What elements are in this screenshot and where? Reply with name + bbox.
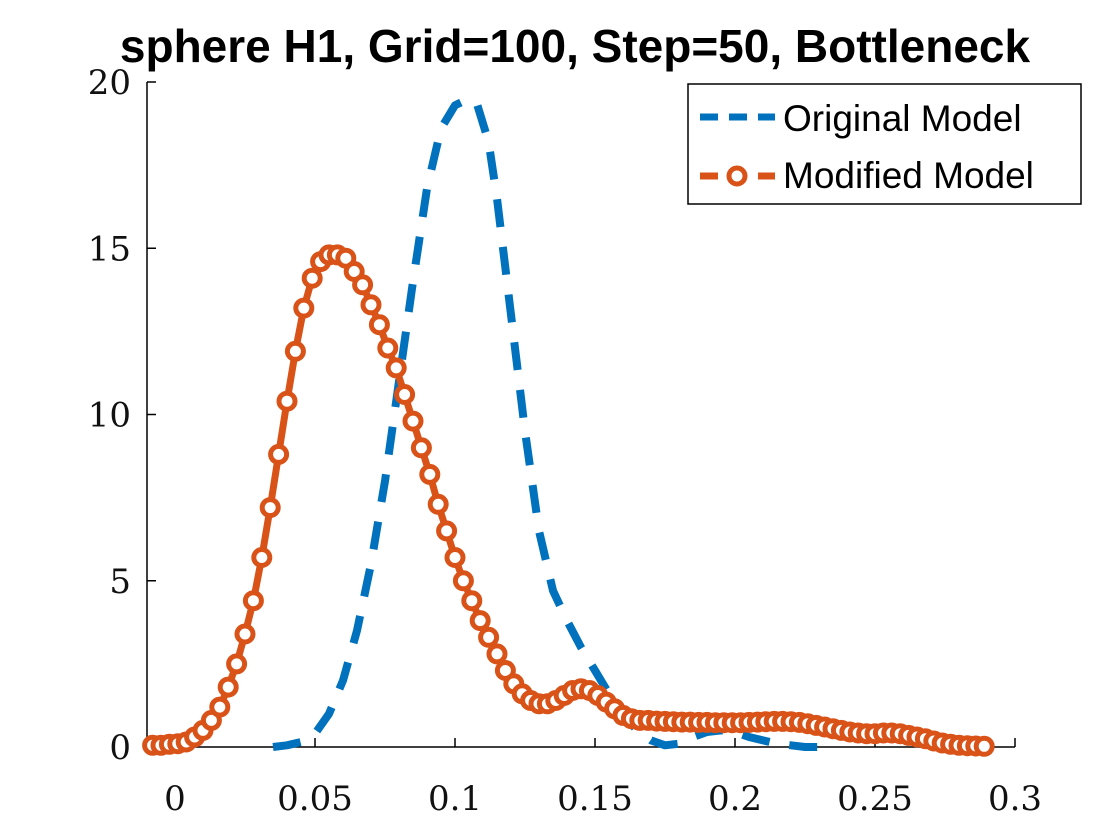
x-tick-label: 0.1 [428, 779, 482, 819]
series-modified-model-point [268, 443, 290, 465]
series-modified-model-point [360, 294, 382, 316]
series-modified-model-point [368, 314, 390, 336]
series-original-model-line [272, 94, 819, 751]
series-modified-model-point [461, 590, 483, 612]
series-modified-model-point [436, 520, 458, 542]
legend-label-original: Original Model [783, 98, 1022, 139]
y-tick-label: 5 [109, 562, 131, 602]
series-modified-model-point [259, 497, 281, 519]
y-tick-label: 10 [88, 396, 131, 436]
series-modified-model-point [973, 735, 995, 757]
x-tick-label: 0.2 [708, 779, 762, 819]
x-tick-label: 0 [164, 779, 186, 819]
series-modified-model-point [469, 610, 491, 632]
y-tick-label: 20 [88, 63, 131, 103]
series-modified-model-point [427, 493, 449, 515]
x-tick-label: 0.25 [837, 779, 913, 819]
series-modified-model-point [226, 653, 248, 675]
plot-area [142, 94, 995, 757]
series-modified-model-point [251, 547, 273, 568]
series-modified-model-point [276, 390, 298, 412]
series-modified-model-point [394, 384, 416, 405]
series-modified-model-point [293, 297, 315, 319]
series-modified-model-point [452, 570, 474, 592]
y-tick-label: 15 [88, 229, 131, 269]
legend: Original Model Modified Model [687, 83, 1082, 205]
series-modified-model-point [377, 337, 399, 359]
series-modified-model-point [478, 626, 500, 648]
x-tick-label: 0.05 [277, 779, 353, 819]
x-tick-label: 0.15 [557, 779, 633, 819]
series-modified-model-point [385, 357, 407, 379]
series-modified-model-point [234, 623, 256, 645]
series-modified-model-point [419, 463, 441, 485]
series-modified-model-point [217, 676, 239, 698]
series-modified-model-point [209, 696, 231, 718]
series-modified-model-point [301, 267, 323, 289]
legend-label-modified: Modified Model [783, 155, 1034, 196]
series-modified-model-point [486, 643, 508, 665]
x-tick-label: 0.3 [988, 779, 1042, 819]
series-modified-model-point [284, 340, 306, 362]
series-modified-model-point [352, 274, 374, 296]
axes: 0 5 10 15 20 0 0.05 0.1 0.15 0.2 0.25 0.3 [88, 63, 1042, 819]
legend-marker-modified [726, 165, 748, 187]
y-tick-label: 0 [109, 728, 131, 768]
chart-title: sphere H1, Grid=100, Step=50, Bottleneck [120, 20, 1031, 72]
series-modified-model-point [242, 590, 264, 612]
series-modified-model-point [410, 437, 432, 459]
legend-box [687, 83, 1082, 205]
series-modified-model-point [444, 547, 466, 568]
series-modified-model-point [402, 410, 424, 432]
